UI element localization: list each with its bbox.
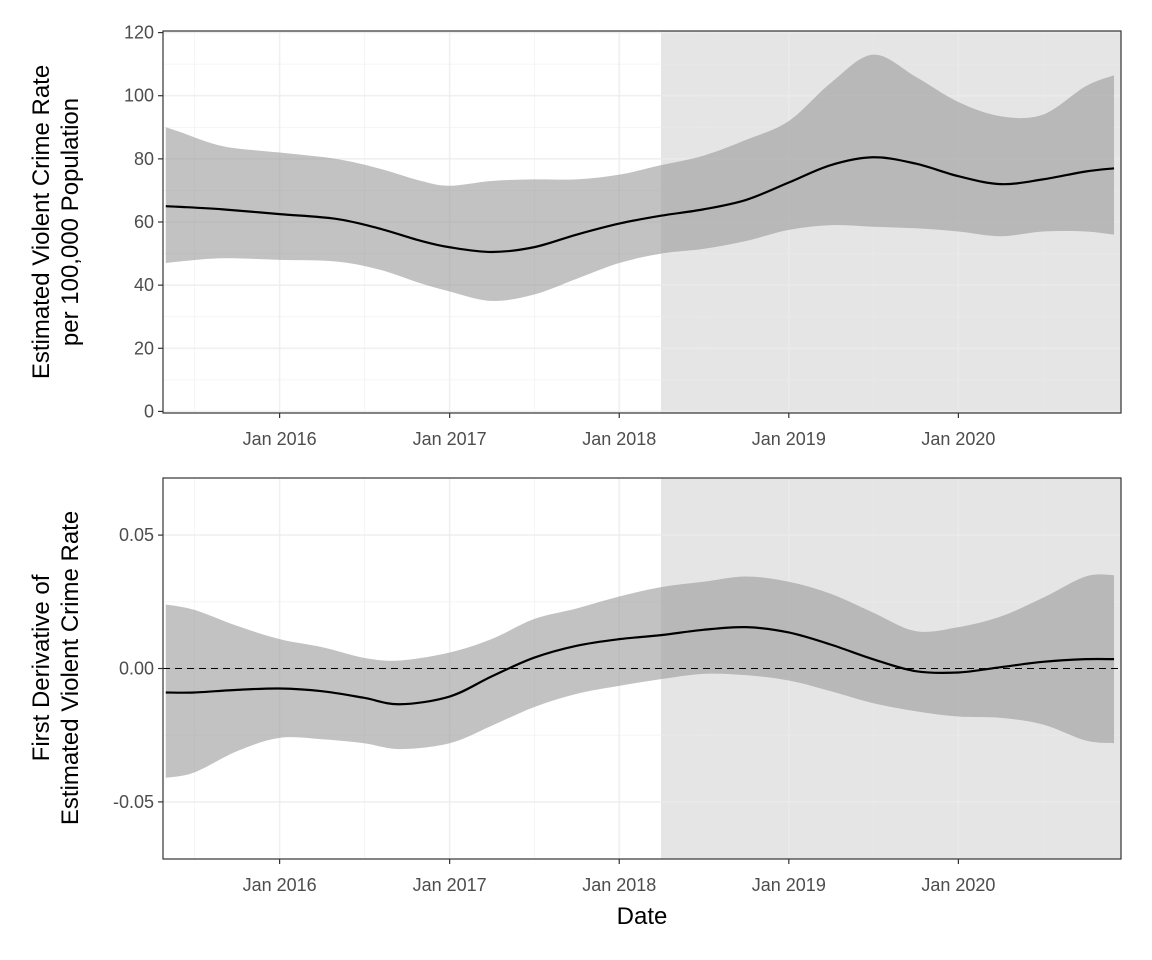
top-x-tick-label: Jan 2019 [752, 429, 826, 449]
bottom-y-tick-label: 0.05 [119, 525, 154, 545]
bottom-y-tick-label: -0.05 [113, 792, 154, 812]
top-y-tick-label: 20 [134, 338, 154, 358]
top-x-tick-label: Jan 2017 [413, 429, 487, 449]
bottom-y-axis-title-line1: First Derivative of [28, 574, 55, 761]
top-x-tick-label: Jan 2016 [243, 429, 317, 449]
bottom-confidence-band [165, 574, 1115, 778]
bottom-y-tick-label: 0.00 [119, 659, 154, 679]
top-x-tick-label: Jan 2018 [582, 429, 656, 449]
bottom-y-axis-title-line2: Estimated Violent Crime Rate [57, 511, 84, 825]
bottom-x-tick-label: Jan 2018 [582, 875, 656, 895]
top-y-tick-label: 100 [124, 86, 154, 106]
top-panel: 0 20 40 60 80 100 120 Jan 2016 Jan 2017 Jan 2018 J… [124, 23, 1122, 449]
top-y-axis-title-line2: per 100,000 Population [57, 98, 84, 346]
bottom-x-tick-label: Jan 2017 [413, 875, 487, 895]
top-confidence-band [165, 54, 1115, 301]
top-y-tick-label: 60 [134, 212, 154, 232]
bottom-x-tick-label: Jan 2020 [921, 875, 995, 895]
top-y-tick-label: 40 [134, 275, 154, 295]
top-x-tick-label: Jan 2020 [921, 429, 995, 449]
top-y-tick-label: 120 [124, 23, 154, 43]
bottom-x-tick-label: Jan 2019 [752, 875, 826, 895]
bottom-panel: -0.05 0.00 0.05 Jan 2016 Jan 2017 Jan 2018 Jan… [113, 477, 1122, 895]
top-y-tick-label: 80 [134, 149, 154, 169]
bottom-x-tick-label: Jan 2016 [243, 875, 317, 895]
bottom-estimate-line [165, 625, 1115, 706]
top-y-tick-label: 0 [144, 401, 154, 421]
x-axis-title: Date [617, 903, 668, 930]
top-y-axis-title-line1: Estimated Violent Crime Rate [28, 65, 55, 379]
top-estimate-line [165, 156, 1115, 254]
